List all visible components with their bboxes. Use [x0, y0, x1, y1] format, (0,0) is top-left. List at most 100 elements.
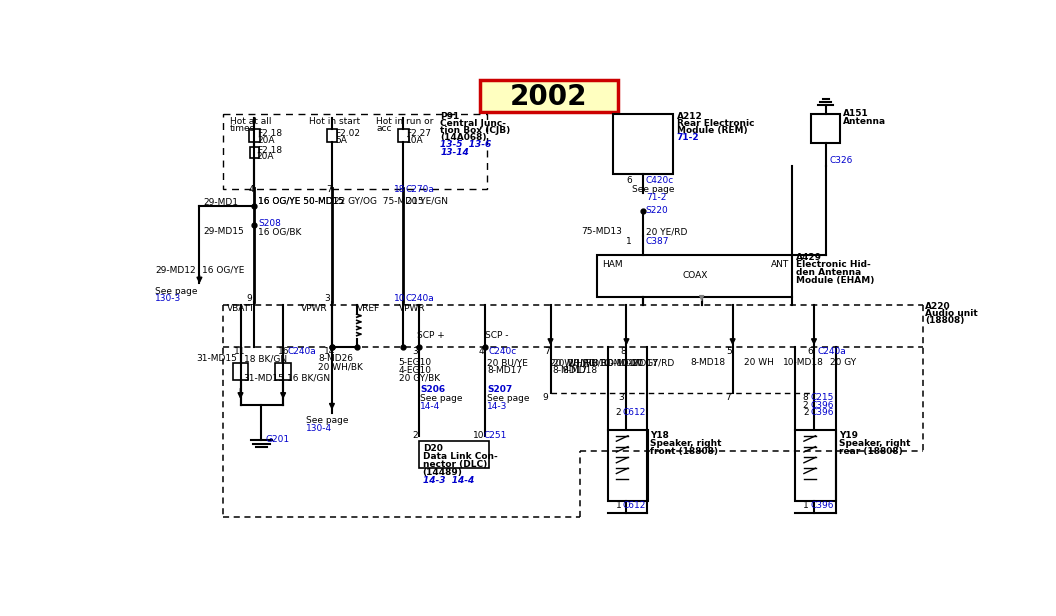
Text: C251: C251	[483, 431, 507, 440]
Text: 2: 2	[413, 431, 418, 440]
Bar	[276, 363, 290, 379]
Text: COAX: COAX	[682, 271, 708, 280]
Text: See page: See page	[306, 416, 348, 425]
Text: 5-EG10: 5-EG10	[398, 358, 432, 367]
Text: den Antenna: den Antenna	[796, 268, 862, 277]
Text: rear (18808): rear (18808)	[838, 447, 903, 456]
Text: Electronic Hid-: Electronic Hid-	[796, 261, 871, 269]
Text: 10: 10	[394, 294, 406, 303]
Text: C240a: C240a	[406, 294, 434, 303]
Text: 9: 9	[247, 294, 252, 303]
Text: SCP -: SCP -	[485, 331, 508, 340]
Text: F2.18: F2.18	[258, 129, 283, 138]
Text: Speaker, right: Speaker, right	[838, 439, 910, 448]
FancyBboxPatch shape	[480, 80, 618, 112]
Bar	[597, 255, 792, 298]
Text: 6: 6	[626, 176, 633, 185]
Text: 2002: 2002	[510, 83, 588, 111]
Text: Module (REM): Module (REM)	[677, 126, 748, 135]
Bar	[249, 129, 260, 142]
Text: F2.18: F2.18	[257, 146, 282, 155]
Text: Audio unit: Audio unit	[925, 309, 978, 318]
Text: 14-3: 14-3	[487, 402, 507, 411]
Text: VBATT: VBATT	[227, 304, 254, 314]
Text: (14489): (14489)	[422, 468, 463, 477]
Text: C396: C396	[810, 408, 833, 417]
Text: 16 BK/GN: 16 BK/GN	[287, 373, 331, 383]
Text: 7: 7	[325, 185, 332, 194]
Text: 20 WH/RD 10-MD17: 20 WH/RD 10-MD17	[553, 358, 642, 367]
Text: 18 BK/GN: 18 BK/GN	[244, 354, 287, 363]
Text: C420c: C420c	[646, 176, 674, 185]
Text: C396: C396	[810, 501, 833, 509]
Text: 31-MD15: 31-MD15	[196, 354, 238, 363]
Text: 71-2: 71-2	[677, 133, 699, 142]
Bar	[326, 129, 337, 142]
Text: 8: 8	[620, 347, 626, 355]
Text: S206: S206	[420, 385, 446, 394]
Text: Rear Electronic: Rear Electronic	[677, 119, 754, 128]
Text: 8-MD26: 8-MD26	[318, 354, 353, 363]
Text: 2: 2	[804, 408, 809, 417]
Bar	[608, 430, 648, 500]
Text: S208: S208	[259, 219, 281, 228]
Text: C215: C215	[810, 393, 833, 402]
Text: 16: 16	[278, 347, 289, 355]
Text: C612: C612	[623, 501, 646, 509]
Text: 14-3  14-4: 14-3 14-4	[422, 476, 474, 485]
Text: 8: 8	[803, 393, 808, 402]
Text: VPWR: VPWR	[301, 304, 327, 314]
Text: 75-MD13: 75-MD13	[582, 227, 622, 237]
Bar	[232, 363, 248, 379]
Text: Central Junc-: Central Junc-	[440, 119, 507, 128]
Text: 2: 2	[616, 408, 621, 417]
Text: 29-MD12: 29-MD12	[155, 265, 195, 275]
Text: 20A: 20A	[257, 152, 275, 161]
Text: 29-MD15: 29-MD15	[204, 227, 244, 237]
Text: C240a: C240a	[818, 347, 847, 355]
Text: 2: 2	[803, 400, 808, 410]
Text: front (18808): front (18808)	[649, 447, 718, 456]
Text: 20 GY/RD: 20 GY/RD	[631, 358, 674, 367]
Bar	[419, 441, 489, 468]
Text: times: times	[229, 124, 254, 133]
Text: 14-4: 14-4	[420, 402, 440, 411]
Text: 20 GY: 20 GY	[830, 358, 855, 367]
Text: C387: C387	[646, 237, 670, 246]
Text: 20 WH/RD 10-MD17: 20 WH/RD 10-MD17	[550, 358, 640, 367]
Text: 10: 10	[473, 431, 485, 440]
Bar	[811, 114, 841, 143]
Text: 16 OG/YE 50-MD15: 16 OG/YE 50-MD15	[258, 197, 343, 206]
Text: 8-MD18: 8-MD18	[690, 358, 725, 367]
Text: 4: 4	[248, 185, 253, 194]
Text: 3: 3	[324, 294, 329, 303]
Text: 3: 3	[413, 347, 418, 355]
Bar	[612, 114, 673, 174]
Text: C240c: C240c	[489, 347, 516, 355]
Bar	[250, 147, 259, 158]
Text: 16 OG/YE: 16 OG/YE	[202, 265, 244, 275]
Text: See page: See page	[631, 185, 675, 194]
Text: C326: C326	[830, 156, 853, 164]
Text: Hot at all: Hot at all	[229, 117, 271, 126]
Text: A429: A429	[796, 253, 823, 262]
Text: 4-EG10: 4-EG10	[398, 366, 432, 375]
Text: A212: A212	[677, 111, 702, 121]
Text: 8-MD17: 8-MD17	[487, 366, 522, 375]
Text: 5: 5	[727, 347, 732, 355]
Text: 16 OG/BK: 16 OG/BK	[258, 227, 301, 237]
Text: Data Link Con-: Data Link Con-	[422, 452, 497, 461]
Text: Speaker, right: Speaker, right	[649, 439, 721, 448]
Text: 4: 4	[478, 347, 484, 355]
Text: VREF: VREF	[357, 304, 380, 314]
Text: tion Box (CJB): tion Box (CJB)	[440, 126, 511, 135]
Text: HAM: HAM	[602, 261, 622, 269]
Text: 1: 1	[804, 501, 809, 509]
Bar	[795, 430, 835, 500]
Text: 8-MD18: 8-MD18	[562, 366, 598, 375]
Text: 20 YE/GN: 20 YE/GN	[406, 197, 448, 206]
Text: P91: P91	[440, 111, 459, 121]
Text: nector (DLC): nector (DLC)	[422, 460, 487, 469]
Text: F2.27: F2.27	[407, 129, 431, 138]
Text: C396: C396	[810, 400, 833, 410]
